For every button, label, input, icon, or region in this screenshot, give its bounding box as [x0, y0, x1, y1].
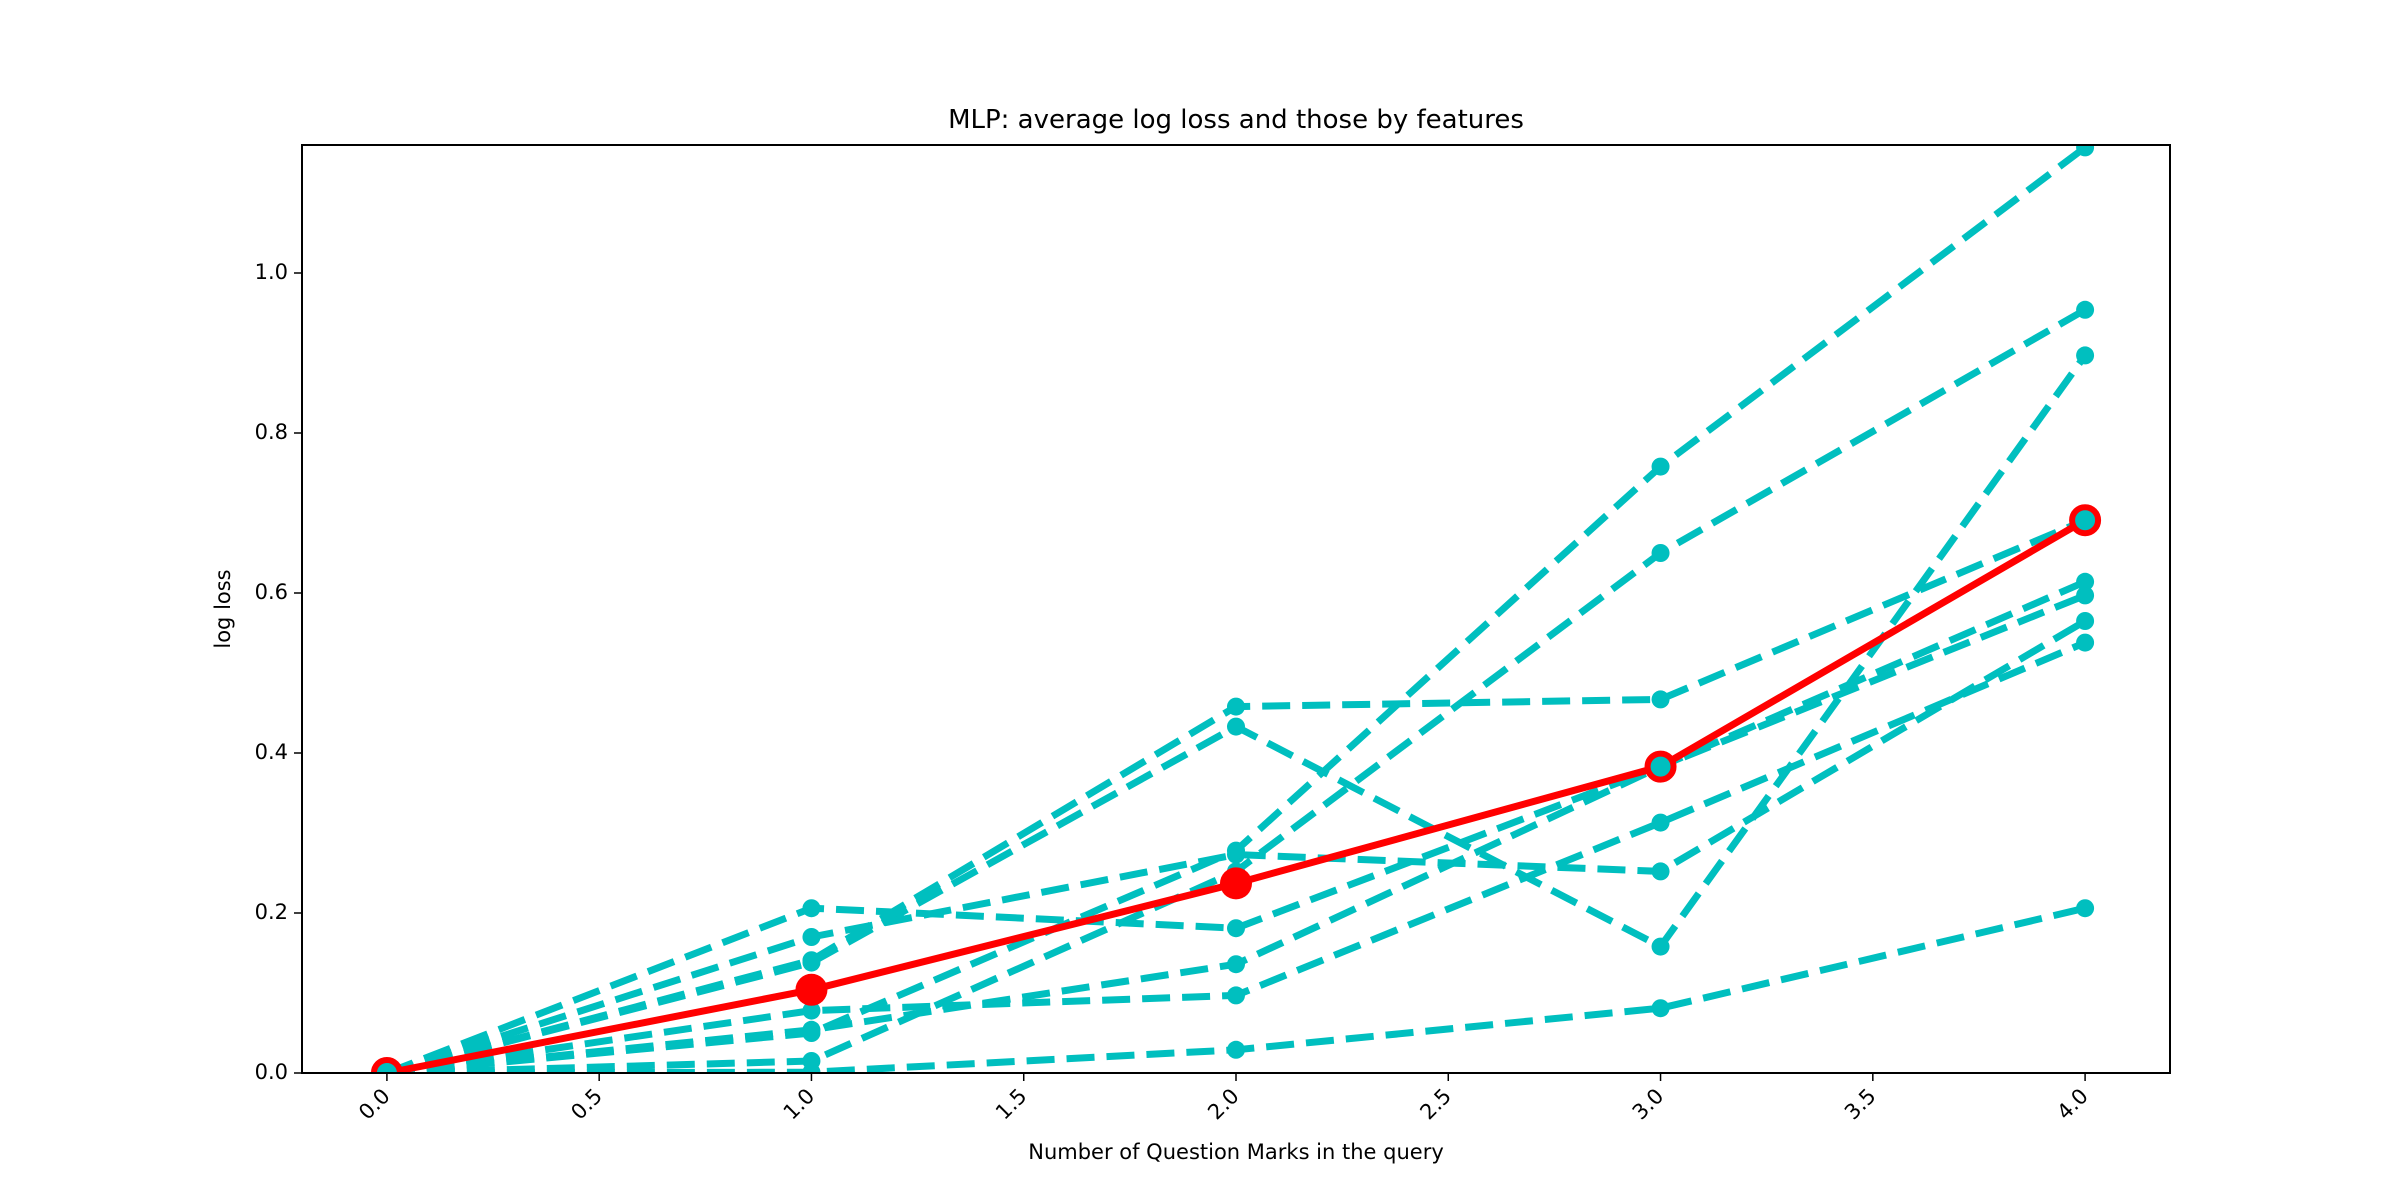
feature-point-7-4: [2076, 300, 2095, 319]
y-tick-label: 0.2: [255, 900, 288, 924]
x-tick-label: 0.5: [566, 1084, 607, 1125]
x-tick-label: 1.5: [991, 1084, 1032, 1125]
feature-point-3-1: [802, 899, 821, 918]
feature-point-5-3: [1651, 813, 1670, 832]
feature-point-2-3: [1651, 937, 1670, 956]
x-tick-label: 2.5: [1415, 1084, 1456, 1125]
feature-point-3-4: [2076, 586, 2095, 605]
feature-point-2-4: [2076, 346, 2095, 365]
feature-point-6-4: [2076, 572, 2095, 591]
x-tick-label: 3.0: [1628, 1084, 1669, 1125]
y-axis-label: log loss: [211, 569, 235, 648]
average-point-0: [370, 1057, 403, 1073]
feature-point-7-3: [1651, 544, 1670, 562]
feature-point-4-4: [2076, 612, 2095, 630]
average-point-1: [795, 973, 828, 1006]
feature-series-line-4: [385, 617, 2087, 1073]
average-point-3: [1644, 750, 1677, 783]
feature-point-5-4: [2076, 633, 2095, 652]
x-tick-label: 3.5: [1840, 1084, 1881, 1125]
x-tick-label: 1.0: [779, 1084, 820, 1125]
axes-frame: [301, 144, 2171, 1074]
y-tick-label: 0.6: [255, 580, 288, 604]
feature-point-8-1: [802, 1024, 821, 1042]
feature-point-9-4: [2076, 899, 2095, 918]
feature-point-2-1: [802, 953, 821, 972]
x-tick-label: 2.0: [1203, 1084, 1244, 1125]
feature-point-8-3: [1651, 457, 1670, 476]
x-tick-label: 4.0: [2052, 1084, 2093, 1125]
x-tick-label: 0.0: [354, 1084, 395, 1125]
plot-area: [370, 145, 2102, 1073]
y-tick-label: 0.4: [255, 740, 288, 764]
feature-point-9-3: [1651, 999, 1670, 1018]
feature-point-5-1: [802, 1001, 821, 1020]
chart-title: MLP: average log loss and those by featu…: [948, 105, 1524, 135]
feature-point-9-1: [802, 1063, 821, 1073]
feature-point-8-2: [1227, 841, 1245, 860]
feature-point-8-4: [2076, 145, 2095, 157]
feature-point-4-1: [802, 928, 821, 946]
y-tick-label: 0.0: [255, 1060, 288, 1084]
average-point-2: [1220, 867, 1252, 900]
y-tick-label: 1.0: [255, 260, 288, 284]
feature-point-4-3: [1651, 862, 1670, 881]
feature-point-1-2: [1227, 697, 1245, 716]
x-axis-label: Number of Question Marks in the query: [1028, 1140, 1444, 1164]
y-tick-label: 0.8: [255, 420, 288, 444]
y-axis: 0.0 0.2 0.4 0.6 0.8 1.0: [255, 260, 302, 1084]
feature-point-2-2: [1227, 717, 1245, 736]
average-point-4: [2069, 504, 2102, 537]
feature-point-1-3: [1651, 690, 1670, 709]
x-axis: 0.0 0.5 1.0 1.5 2.0 2.5 3.0 3.5 4.0: [354, 1073, 2093, 1124]
feature-point-3-2: [1227, 919, 1245, 938]
feature-point-5-2: [1227, 986, 1245, 1005]
feature-point-6-2: [1227, 955, 1245, 974]
feature-point-9-2: [1227, 1040, 1245, 1059]
